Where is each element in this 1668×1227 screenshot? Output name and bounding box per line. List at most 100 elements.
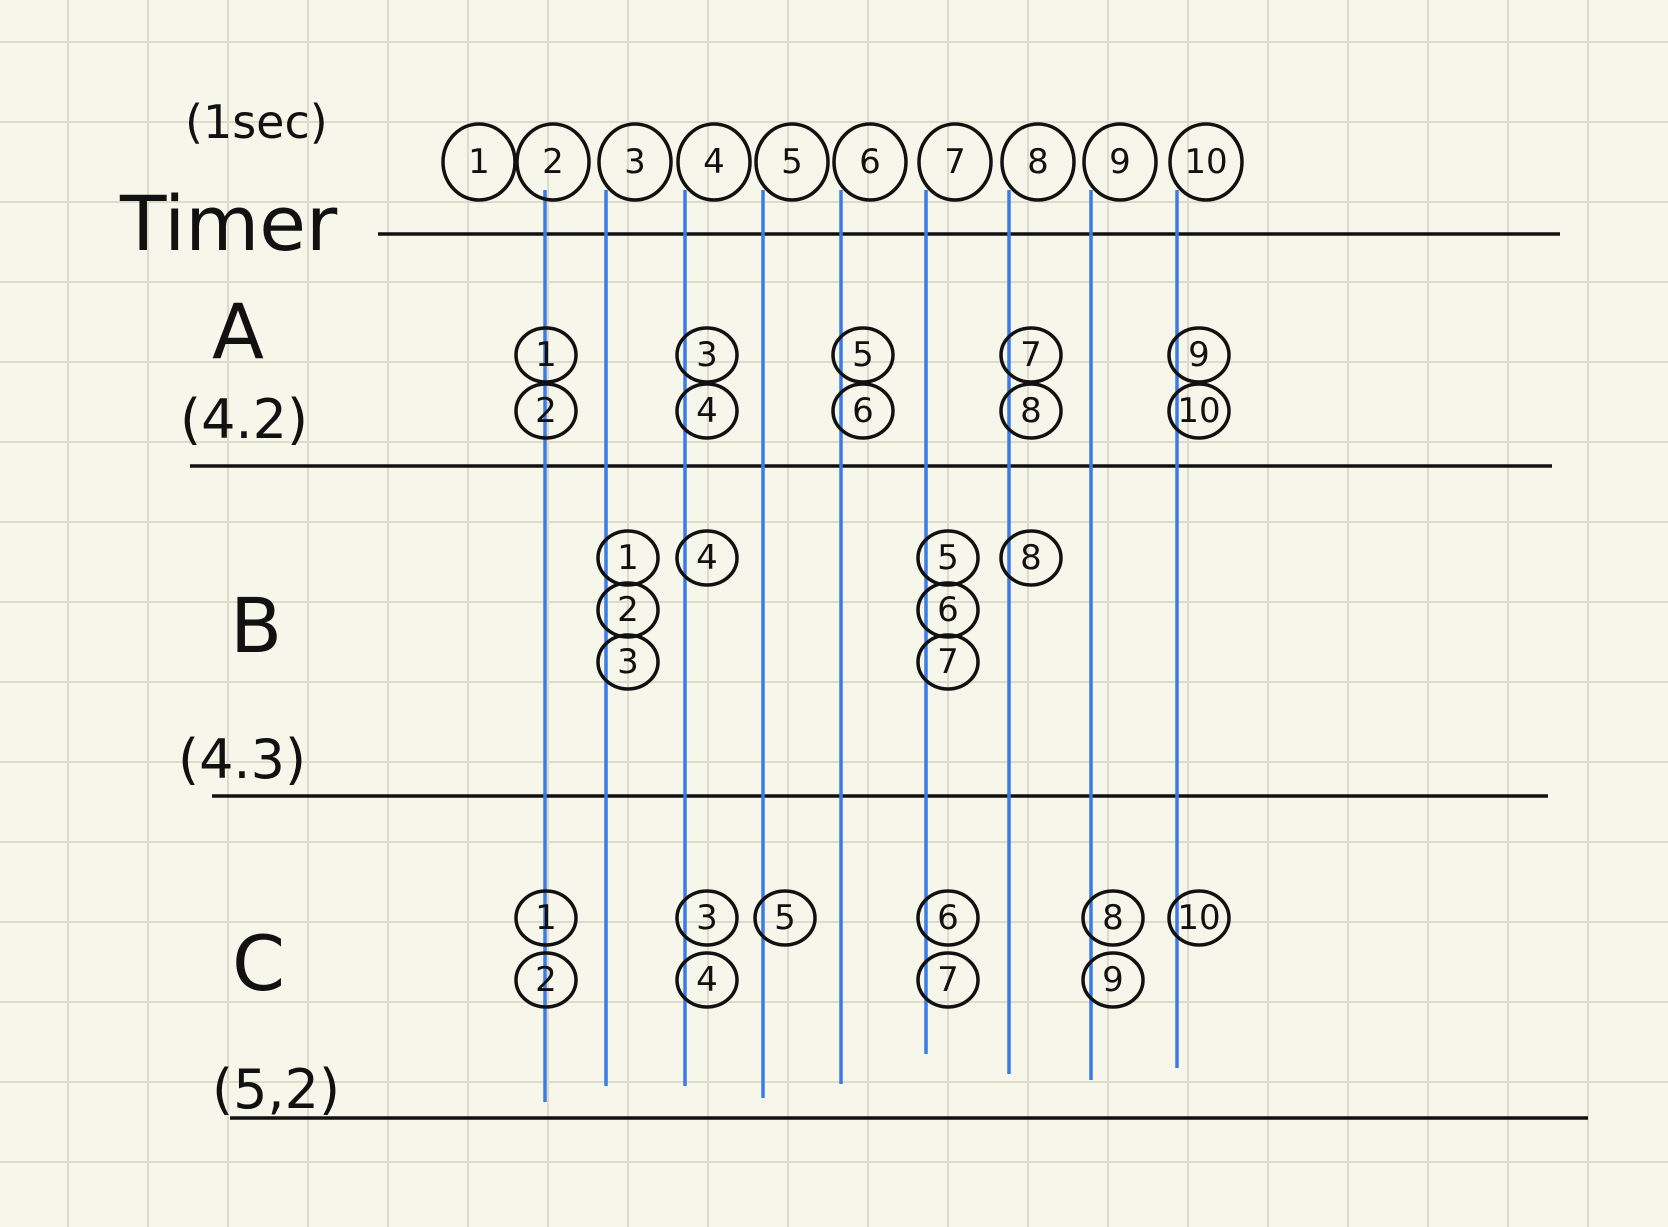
row-b-mark-7: 7	[916, 633, 980, 691]
mark-circle	[1081, 889, 1145, 947]
timer-tick-number: 2	[542, 142, 564, 182]
mark-circle	[675, 889, 739, 947]
row-b-mark-8: 8	[999, 529, 1063, 587]
row-c-mark-3: 3	[675, 889, 739, 947]
timer-tick-circle	[1082, 122, 1158, 202]
timer-tick-number: 3	[624, 142, 646, 182]
timer-tick-number: 9	[1109, 142, 1131, 182]
mark-circle	[1167, 326, 1231, 384]
row-b-params: (4.3)	[178, 728, 306, 791]
timer-tick-1: 1	[441, 122, 517, 202]
row-b-mark-2: 2	[596, 581, 660, 639]
timer-tick-circle	[515, 122, 591, 202]
mark-circle	[675, 529, 739, 587]
row-a-mark-4: 4	[675, 382, 739, 440]
row-a-mark-7: 7	[999, 326, 1063, 384]
mark-circle	[514, 382, 578, 440]
timer-tick-circle	[597, 122, 673, 202]
mark-number: 8	[1020, 391, 1042, 431]
mark-number: 7	[1020, 335, 1042, 375]
timer-tick-circle	[676, 122, 752, 202]
row-c-mark-2: 2	[514, 951, 578, 1009]
row-b-label: B	[230, 581, 282, 670]
mark-number: 3	[696, 898, 718, 938]
timer-tick-circle	[441, 122, 517, 202]
mark-circle	[675, 326, 739, 384]
mark-number: 4	[696, 538, 718, 578]
mark-circle	[514, 889, 578, 947]
row-c-mark-8: 8	[1081, 889, 1145, 947]
row-a-params: (4.2)	[180, 388, 308, 451]
mark-circle	[831, 326, 895, 384]
mark-circle	[916, 581, 980, 639]
mark-circle	[753, 889, 817, 947]
row-b-mark-4: 4	[675, 529, 739, 587]
row-a-label: A	[212, 287, 264, 376]
mark-number: 2	[535, 960, 557, 1000]
mark-number: 3	[696, 335, 718, 375]
timer-tick-number: 4	[703, 142, 725, 182]
timer-tick-9: 9	[1082, 122, 1158, 202]
mark-circle	[916, 951, 980, 1009]
mark-circle	[916, 889, 980, 947]
mark-number: 10	[1177, 898, 1220, 938]
timer-ticks: 1 2 3 4 5 6 7 8 9 10	[441, 122, 1244, 202]
row-b-mark-3: 3	[596, 633, 660, 691]
mark-number: 7	[937, 960, 959, 1000]
row-a-mark-9: 9	[1167, 326, 1231, 384]
timer-label: Timer	[119, 179, 338, 268]
mark-number: 5	[937, 538, 959, 578]
timer-tick-10: 10	[1168, 122, 1244, 202]
mark-number: 10	[1177, 391, 1220, 431]
mark-circle	[999, 529, 1063, 587]
timer-tick-number: 6	[859, 142, 881, 182]
mark-circle	[596, 529, 660, 587]
row-marks: 1 2 3 4 5 6 7 8 9 10 1 2 3 4 5 6 7 8 1 2 3 4 5 6 7 8 9 10	[514, 326, 1231, 1009]
row-c-mark-1: 1	[514, 889, 578, 947]
mark-number: 1	[617, 538, 639, 578]
mark-number: 9	[1188, 335, 1210, 375]
mark-circle	[1081, 951, 1145, 1009]
mark-number: 6	[852, 391, 874, 431]
mark-circle	[514, 951, 578, 1009]
mark-circle	[675, 951, 739, 1009]
timer-tick-number: 10	[1184, 142, 1227, 182]
mark-circle	[675, 382, 739, 440]
timer-tick-3: 3	[597, 122, 673, 202]
row-c-mark-7: 7	[916, 951, 980, 1009]
timer-tick-5: 5	[754, 122, 830, 202]
mark-circle	[514, 326, 578, 384]
row-c-mark-9: 9	[1081, 951, 1145, 1009]
timer-tick-7: 7	[917, 122, 993, 202]
mark-number: 7	[937, 642, 959, 682]
timer-tick-number: 7	[944, 142, 966, 182]
row-a-mark-3: 3	[675, 326, 739, 384]
row-c-mark-5: 5	[753, 889, 817, 947]
mark-number: 4	[696, 960, 718, 1000]
timer-tick-2: 2	[515, 122, 591, 202]
timer-tick-circle	[754, 122, 830, 202]
row-c-label: C	[232, 919, 285, 1008]
row-a-mark-6: 6	[831, 382, 895, 440]
timer-tick-circle	[1168, 122, 1244, 202]
mark-circle	[999, 326, 1063, 384]
mark-number: 1	[535, 898, 557, 938]
row-c-mark-6: 6	[916, 889, 980, 947]
mark-number: 1	[535, 335, 557, 375]
mark-circle	[999, 382, 1063, 440]
mark-number: 2	[535, 391, 557, 431]
mark-circle	[831, 382, 895, 440]
row-a-mark-5: 5	[831, 326, 895, 384]
row-c-mark-10: 10	[1167, 889, 1231, 947]
row-a-mark-1: 1	[514, 326, 578, 384]
row-b-mark-1: 1	[596, 529, 660, 587]
mark-circle	[1167, 889, 1231, 947]
timer-tick-6: 6	[832, 122, 908, 202]
mark-circle	[916, 633, 980, 691]
timer-tick-4: 4	[676, 122, 752, 202]
mark-circle	[916, 529, 980, 587]
timer-tick-8: 8	[1000, 122, 1076, 202]
mark-circle	[1167, 382, 1231, 440]
mark-number: 6	[937, 898, 959, 938]
